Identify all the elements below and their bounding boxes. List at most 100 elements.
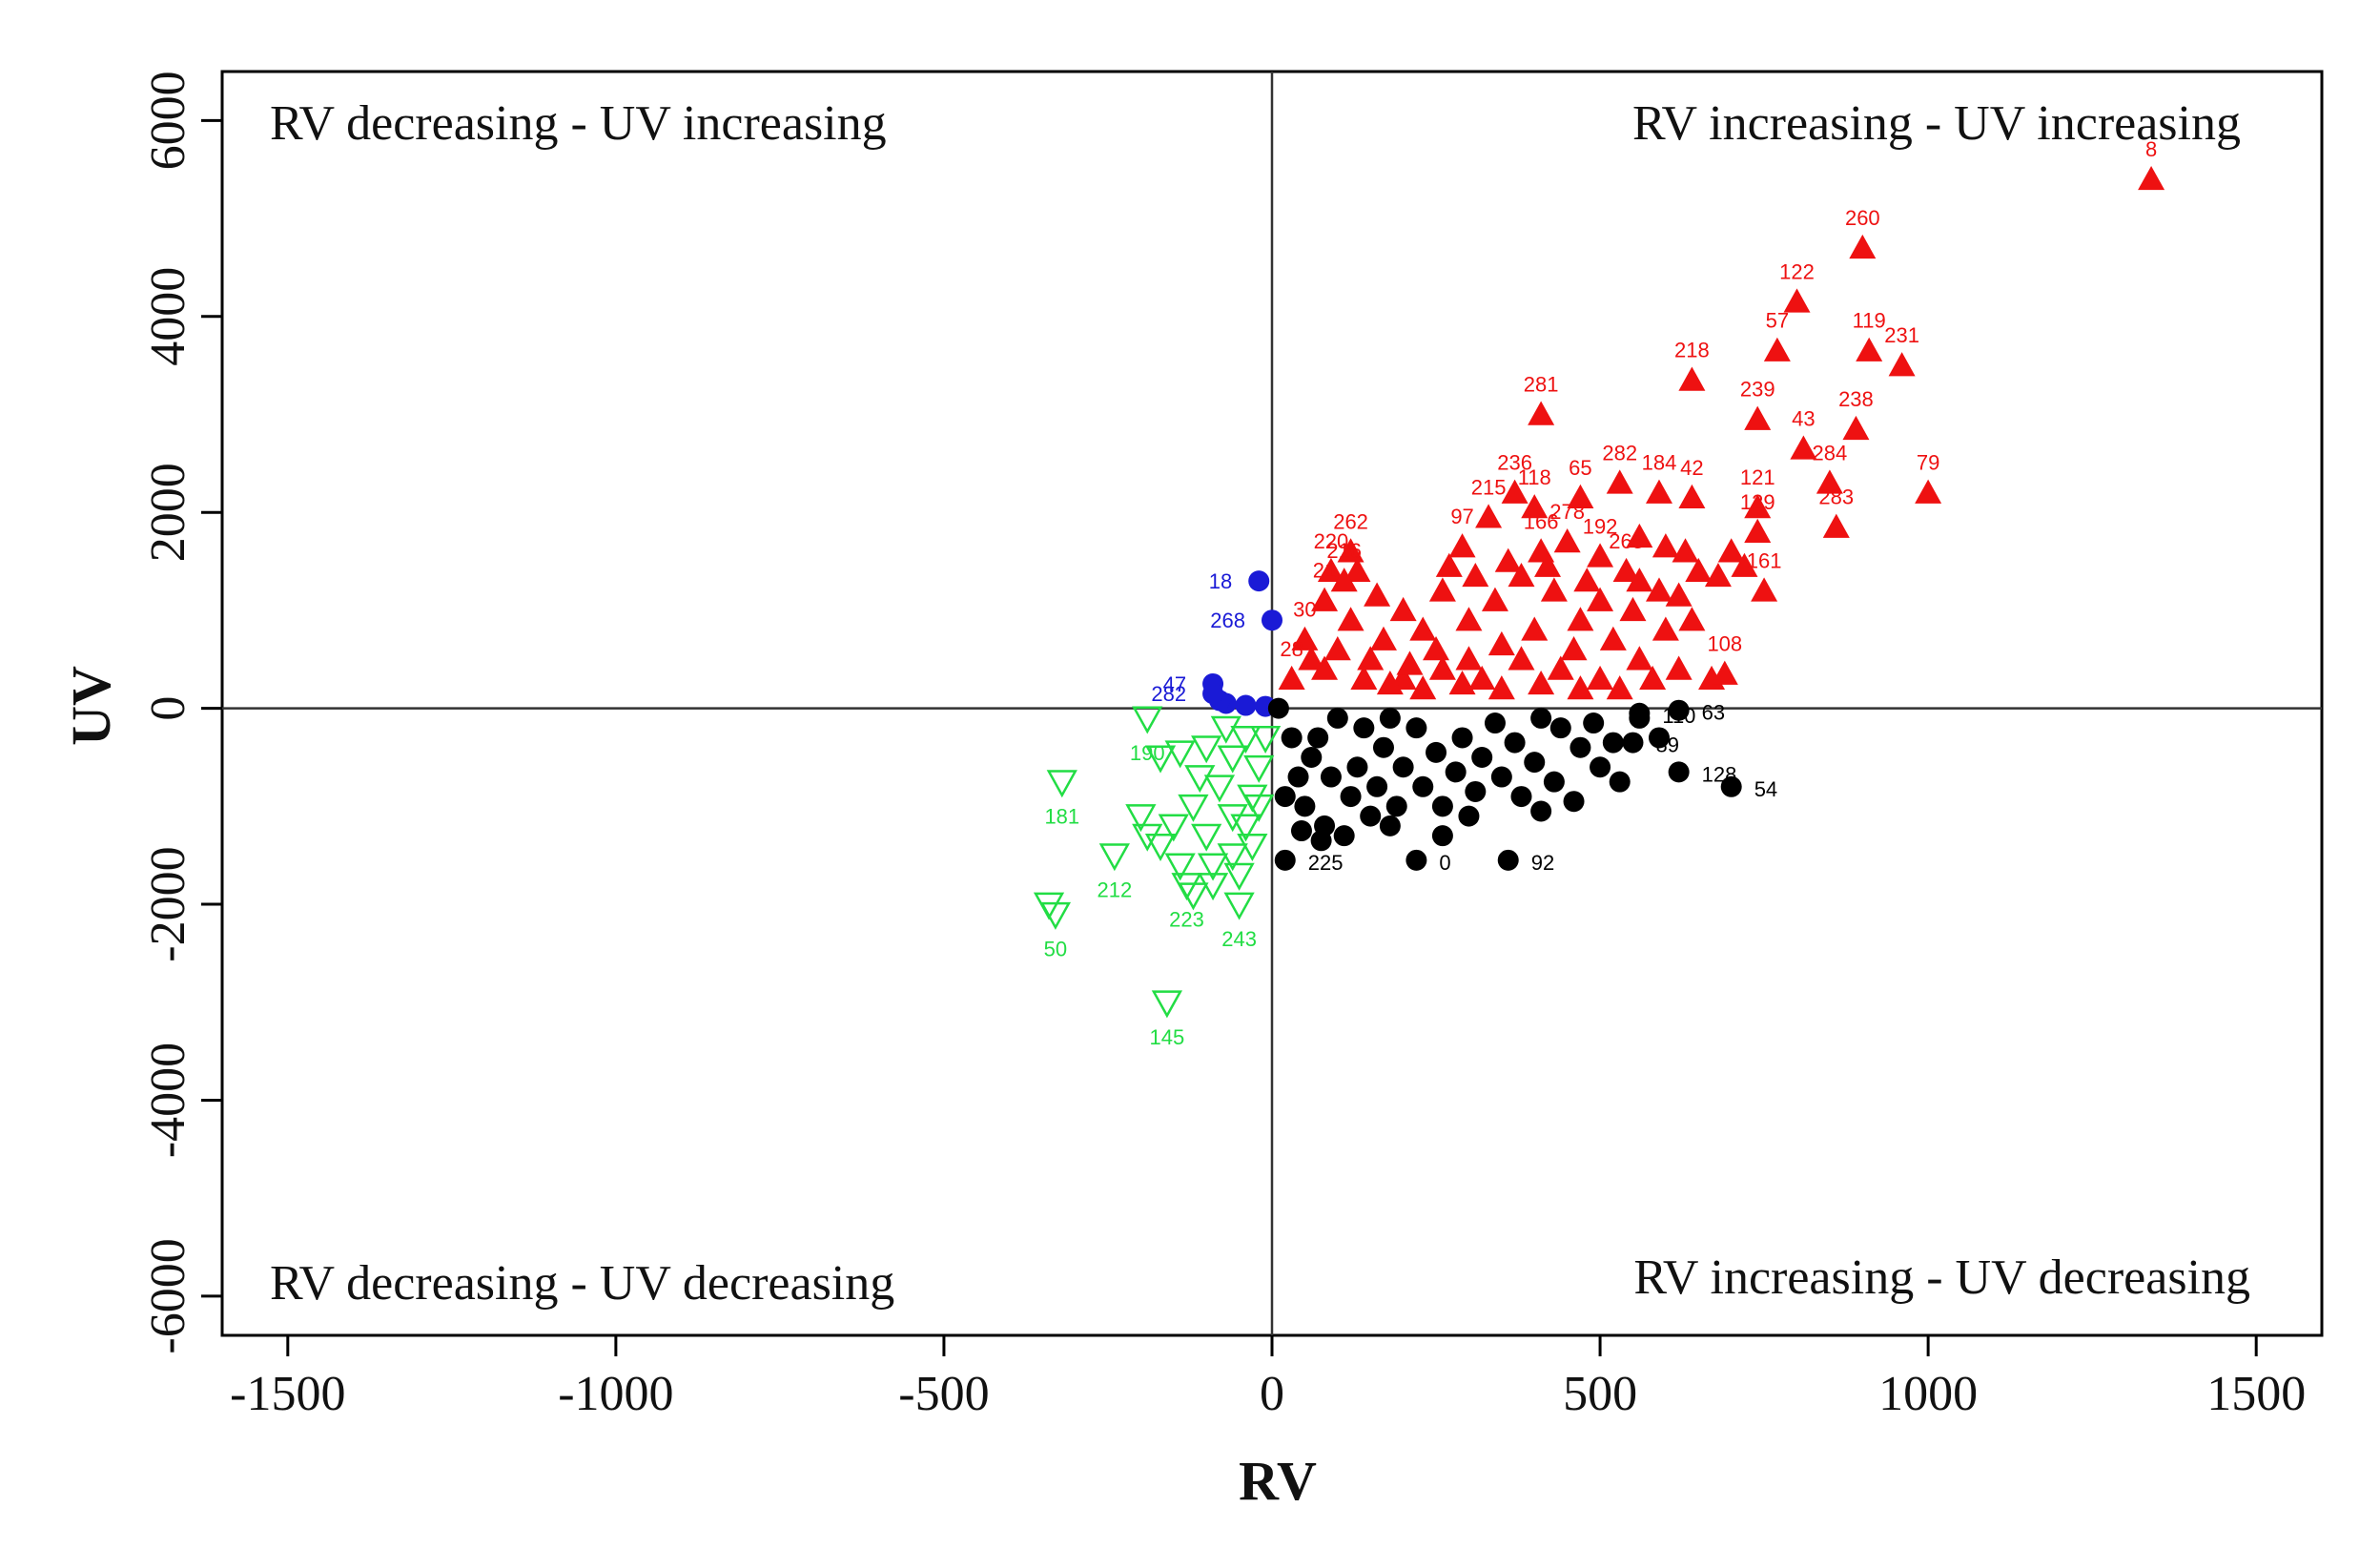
data-point <box>1528 670 1555 695</box>
data-point <box>1144 745 1177 774</box>
data-point <box>1428 577 1456 602</box>
data-point <box>1287 766 1309 788</box>
data-label: 190 <box>1130 741 1165 765</box>
data-point <box>1626 568 1653 592</box>
data-point <box>1353 717 1375 739</box>
data-point <box>1278 665 1305 691</box>
data-point <box>1426 741 1447 763</box>
data-point <box>1530 800 1552 822</box>
data-label: 8 <box>2145 137 2157 161</box>
data-label: 97 <box>1450 505 1473 528</box>
data-point <box>1629 702 1651 724</box>
data-point <box>1132 706 1163 734</box>
data-point <box>1563 791 1585 813</box>
data-point <box>1490 766 1512 788</box>
data-point <box>1455 607 1483 631</box>
data-point <box>1379 815 1401 836</box>
data-label: 110 <box>1662 704 1695 728</box>
data-point <box>1409 616 1437 641</box>
x-tick-label: -1000 <box>558 1367 673 1421</box>
y-axis: -6000 -4000 -2000 0 2000 4000 6000 <box>141 71 222 1354</box>
data-label: 47 <box>1163 672 1186 696</box>
data-label: 108 <box>1707 632 1742 656</box>
data-point <box>1267 697 1289 719</box>
data-point <box>1609 771 1631 793</box>
data-point <box>1602 732 1624 754</box>
data-point <box>1301 746 1323 768</box>
data-point <box>1310 830 1332 852</box>
data-point <box>1731 552 1758 577</box>
data-point <box>1357 646 1385 671</box>
data-point <box>1543 771 1565 793</box>
data-label: 278 <box>1549 500 1585 524</box>
data-point <box>1471 746 1493 768</box>
data-label: 28 <box>1280 637 1303 661</box>
data-point <box>1488 630 1515 656</box>
data-point <box>1678 366 1706 391</box>
data-point <box>1475 504 1503 528</box>
data-point <box>1717 538 1745 563</box>
data-label: 220 <box>1314 529 1349 553</box>
data-point <box>1262 609 1282 631</box>
data-point <box>1763 337 1791 361</box>
data-point <box>1340 786 1362 808</box>
data-point <box>1423 636 1450 661</box>
data-point <box>1549 717 1571 739</box>
data-label: 161 <box>1747 548 1782 572</box>
data-point <box>1481 587 1508 611</box>
data-label: 122 <box>1779 259 1815 283</box>
data-point <box>1672 538 1699 563</box>
data-label: 282 <box>1151 682 1186 706</box>
data-point <box>1311 587 1339 611</box>
data-point <box>1337 607 1364 631</box>
data-point <box>1528 538 1555 563</box>
data-point <box>1915 479 1942 504</box>
data-point <box>1323 636 1351 661</box>
data-point <box>1376 670 1404 695</box>
data-point <box>1223 892 1255 920</box>
data-point <box>1488 675 1515 700</box>
x-axis: -1500 -1000 -500 0 500 1000 1500 <box>230 1335 2306 1421</box>
data-point <box>1184 765 1216 794</box>
y-tick-label: 2000 <box>141 463 195 562</box>
data-point <box>1151 990 1183 1019</box>
data-point <box>1560 636 1588 661</box>
data-point <box>1510 786 1532 808</box>
data-point <box>1290 820 1312 842</box>
data-label: 0 <box>1439 851 1450 875</box>
data-point <box>1125 804 1157 833</box>
data-point <box>1534 552 1562 577</box>
data-point <box>1144 833 1177 862</box>
data-point <box>1171 873 1202 901</box>
data-point <box>1822 513 1850 538</box>
data-point <box>1468 665 1496 691</box>
data-point <box>1648 727 1670 749</box>
data-point <box>1281 727 1303 749</box>
data-point <box>1311 655 1339 680</box>
data-point <box>1298 646 1325 671</box>
data-point <box>1665 582 1693 607</box>
data-point <box>1291 626 1319 651</box>
data-point <box>1344 557 1371 583</box>
data-point <box>1626 523 1653 548</box>
data-point <box>1230 814 1262 842</box>
data-label: 181 <box>1044 805 1079 829</box>
data-point <box>1668 761 1690 783</box>
data-point <box>1504 732 1526 754</box>
data-label: 212 <box>1097 878 1132 902</box>
data-point <box>1294 795 1316 817</box>
data-point <box>1431 825 1453 847</box>
data-point <box>1396 651 1424 675</box>
data-point <box>1333 825 1355 847</box>
data-point <box>1360 805 1382 827</box>
data-point <box>1645 577 1672 602</box>
data-point <box>1530 707 1552 729</box>
data-point <box>1158 814 1189 842</box>
data-point <box>1665 655 1693 680</box>
data-label: 129 <box>1740 490 1775 514</box>
data-point <box>1451 727 1473 749</box>
data-label: 231 <box>1884 323 1919 347</box>
data-point <box>1645 479 1672 504</box>
y-tick-label: 4000 <box>141 267 195 366</box>
